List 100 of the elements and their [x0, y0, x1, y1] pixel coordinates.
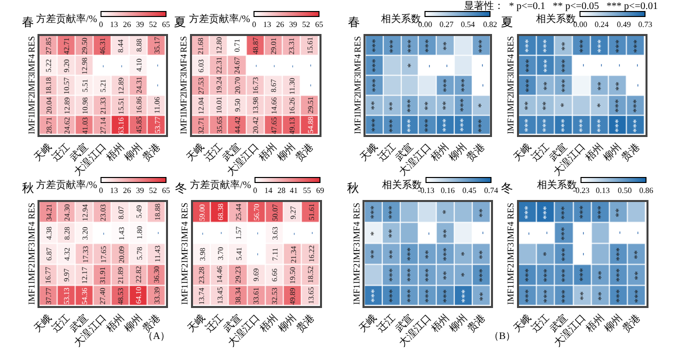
y-tick-label: IMF4: [26, 54, 36, 75]
data-label: ***: [386, 205, 397, 220]
y-tick-label: IMF2: [352, 94, 362, 114]
color-bar-label: 14: [264, 186, 272, 196]
color-bar-title: 方差贡献率/%: [190, 179, 252, 191]
y-tick-label: IMF4: [506, 54, 516, 75]
text: -: [632, 231, 642, 234]
data-label: ***: [559, 268, 570, 282]
y-tick-label: IMF3: [352, 73, 362, 94]
color-bar-label: 0.82: [483, 20, 498, 30]
text: -: [476, 64, 487, 67]
y-tick-label: IMF2: [26, 263, 36, 284]
color-bar-label: 65: [162, 186, 170, 196]
data-label: **: [386, 249, 397, 259]
color-bar-title: 方差贡献率/%: [36, 13, 98, 25]
data-label: ***: [632, 39, 642, 54]
text: -: [632, 64, 642, 67]
data-label: ***: [541, 288, 552, 303]
data-label: ***: [440, 118, 450, 132]
y-tick-label: IMF4: [506, 221, 516, 242]
data-label: ***: [523, 38, 534, 53]
data-label: ***: [386, 268, 397, 282]
data-label: ***: [387, 118, 398, 133]
color-bar-label: 0.00: [573, 20, 588, 30]
y-tick-label: IMF2: [351, 263, 362, 284]
data-label: ***: [541, 38, 552, 53]
data-label: **: [559, 41, 570, 51]
color-bar-label: 0.49: [616, 20, 631, 30]
data-label: ***: [540, 118, 551, 132]
data-label: *: [476, 102, 486, 108]
data-label: **: [614, 81, 624, 91]
data-label: ***: [477, 268, 488, 282]
data-label: **: [596, 270, 606, 280]
data-label: ***: [423, 38, 434, 53]
text: -: [577, 64, 588, 67]
data-label: **: [632, 270, 642, 280]
y-tick-label: IMF1: [351, 284, 362, 305]
y-tick-label: RES: [351, 202, 362, 220]
color-bar-label: 52: [148, 20, 157, 30]
data-label: ***: [578, 268, 588, 282]
data-label: **: [440, 100, 450, 110]
data-label: ***: [388, 39, 398, 54]
color-bar-title: 方差贡献率/%: [189, 13, 250, 25]
data-label: ***: [612, 118, 623, 133]
data-label: *: [406, 62, 416, 68]
data-label: **: [477, 250, 488, 260]
color-bar-label: 39: [136, 20, 144, 30]
y-tick-label: RES: [178, 36, 188, 53]
text: 显著性： * p<=0.1 ** p<=0.05 *** p<=0.01: [464, 0, 658, 12]
y-tick-label: IMF1: [26, 114, 36, 134]
data-label: ***: [523, 288, 534, 303]
data-label: ***: [595, 38, 606, 53]
data-label: ***: [404, 268, 415, 282]
text: -: [423, 64, 434, 68]
color-bar-label: 26: [122, 186, 131, 196]
color-bar-label: 26: [276, 20, 284, 30]
data-label: ***: [523, 268, 534, 282]
color-bar-label: 0: [98, 186, 103, 196]
color-bar-label: 65: [162, 20, 170, 30]
data-label: **: [440, 228, 451, 238]
text: -: [422, 232, 433, 236]
text: -: [441, 64, 452, 68]
data-label: ***: [630, 98, 641, 113]
text: -: [476, 84, 487, 87]
color-bar-label: 13: [110, 186, 118, 196]
data-label: **: [386, 101, 397, 111]
text: -: [614, 231, 624, 234]
y-tick-label: RES: [179, 202, 190, 220]
y-tick-label: IMF1: [506, 284, 516, 305]
data-label: **: [368, 249, 379, 259]
data-label: **: [422, 100, 433, 110]
data-label: **: [632, 250, 642, 260]
y-tick-label: IMF2: [179, 263, 190, 284]
color-bar-label: 55: [302, 186, 311, 196]
data-label: ***: [368, 205, 378, 220]
data-label: ***: [523, 58, 534, 73]
color-bar-label: 0.54: [460, 20, 475, 30]
y-tick-label: IMF2: [506, 94, 516, 114]
data-label: ***: [560, 289, 570, 304]
color-bar-label: 0.16: [440, 186, 455, 196]
color-bar-label: 65: [315, 20, 324, 30]
data-label: ***: [523, 78, 534, 92]
data-label: ***: [541, 58, 552, 73]
data-label: ***: [423, 268, 434, 282]
data-label: ***: [476, 39, 487, 54]
color-bar-title: 相关系数: [536, 13, 576, 25]
y-tick-label: RES: [506, 36, 516, 53]
data-label: **: [386, 228, 397, 238]
color-bar-label: 0.27: [440, 20, 454, 30]
color-bar-label: 0.86: [639, 186, 654, 196]
text: -: [541, 231, 552, 234]
y-tick-label: IMF3: [179, 242, 190, 263]
y-tick-label: RES: [352, 36, 362, 53]
data-label: ***: [577, 204, 588, 219]
color-bar-label: 0.13: [596, 186, 610, 196]
data-label: ***: [405, 288, 416, 303]
data-label: ***: [405, 38, 416, 53]
y-tick-label: IMF2: [178, 94, 188, 114]
y-tick-label: IMF2: [506, 263, 516, 284]
y-tick-label: RES: [506, 202, 516, 220]
